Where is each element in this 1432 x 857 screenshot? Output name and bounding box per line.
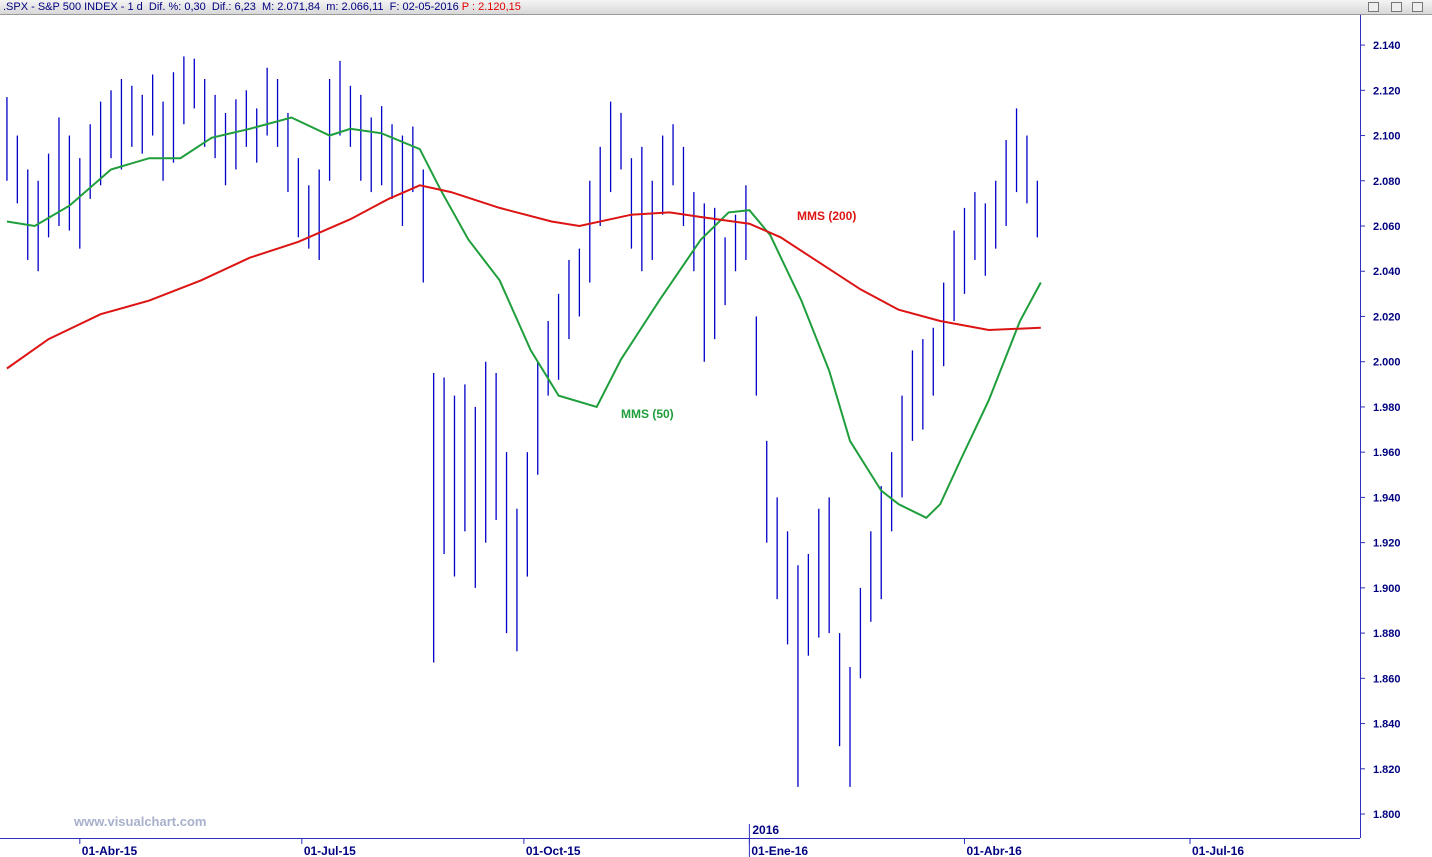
title-bar: .SPX - S&P 500 INDEX - 1 d Dif. %: 0,30 … [0,0,1432,15]
title: .SPX - S&P 500 INDEX - 1 d Dif. %: 0,30 … [3,0,521,14]
y-tick-label: 2.120 [1373,85,1401,97]
y-tick-label: 2.000 [1373,357,1401,369]
x-tick-label: 01-Jul-15 [304,844,356,857]
moving-average-line [6,116,1042,520]
series-label: MMS (50) [621,407,674,421]
y-tick-label: 1.920 [1373,538,1401,550]
y-tick-label: 1.840 [1373,719,1401,731]
y-tick-label: 1.940 [1373,492,1401,504]
y-tick-label: 1.800 [1373,809,1401,821]
y-tick-label: 1.900 [1373,583,1401,595]
y-tick-label: 2.040 [1373,266,1401,278]
y-tick-label: 2.060 [1373,221,1401,233]
x-tick-label: 01-Ene-16 [751,844,808,857]
y-tick-label: 1.880 [1373,628,1401,640]
x-tick-label: 01-Abr-16 [966,844,1022,857]
y-tick-label: 2.140 [1373,40,1401,52]
close-button[interactable] [1412,2,1423,12]
y-tick-label: 2.080 [1373,176,1401,188]
y-tick-label: 1.820 [1373,764,1401,776]
y-tick-label: 1.960 [1373,447,1401,459]
y-tick-label: 1.860 [1373,673,1401,685]
minimize-button[interactable] [1368,2,1379,12]
x-tick-label: 01-Abr-15 [82,844,138,857]
price-label: P : 2.120,15 [461,1,521,13]
series-label: MMS (200) [797,209,856,223]
x-tick-label: 01-Oct-15 [526,844,581,857]
watermark: www.visualchart.com [73,814,206,829]
y-tick-label: 1.980 [1373,402,1401,414]
y-tick-label: 2.100 [1373,131,1401,143]
maximize-button[interactable] [1391,2,1402,12]
year-label: 2016 [752,823,779,837]
y-tick-label: 2.020 [1373,311,1401,323]
moving-average-line [6,184,1041,370]
title-text: .SPX - S&P 500 INDEX - 1 d Dif. %: 0,30 … [3,1,462,13]
x-tick-label: 01-Jul-16 [1192,844,1244,857]
